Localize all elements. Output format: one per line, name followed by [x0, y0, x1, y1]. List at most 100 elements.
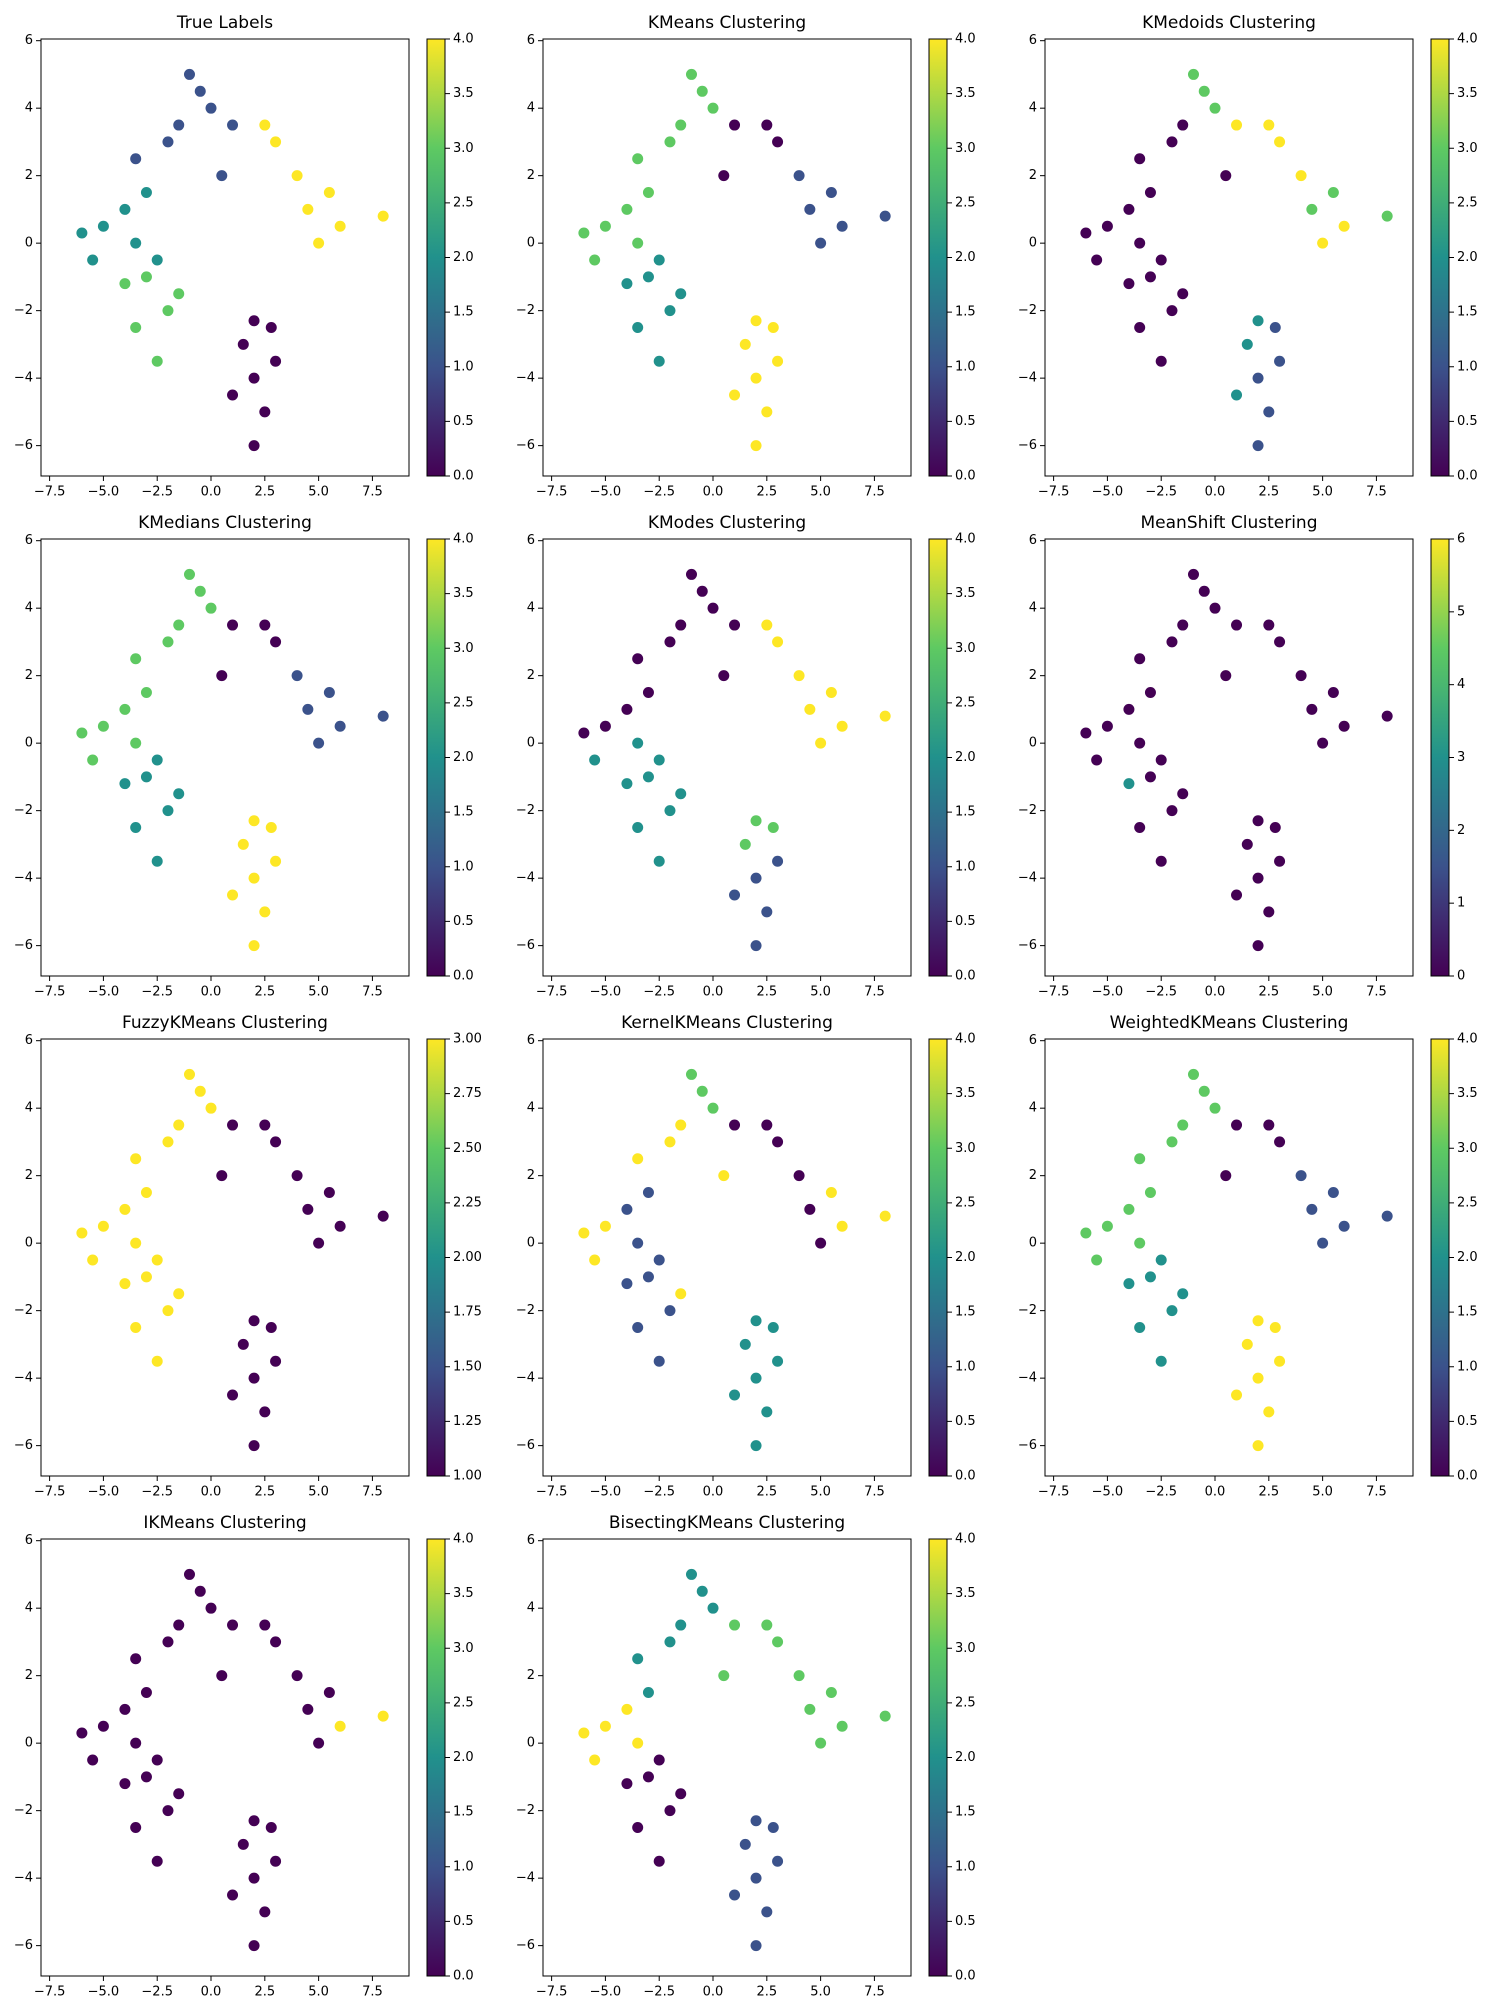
point [761, 1906, 773, 1918]
point [259, 1619, 271, 1631]
point [1220, 170, 1232, 182]
x-tick-label: −7.5 [1038, 1485, 1070, 1500]
y-tick-label: 0 [25, 1236, 33, 1251]
point [1381, 1210, 1393, 1222]
y-tick-label: 0 [1029, 236, 1037, 251]
point [632, 822, 644, 834]
x-tick-label: 7.5 [362, 485, 383, 500]
point [632, 653, 644, 665]
colorbar-tick-label: 1.5 [955, 1805, 976, 1820]
x-tick-label: 0.0 [1205, 1485, 1226, 1500]
x-tick-label: −5.0 [590, 485, 622, 500]
y-tick-label: 4 [1029, 101, 1037, 116]
y-tick-label: −2 [516, 1803, 535, 1818]
y-tick-label: −2 [14, 1803, 33, 1818]
point [578, 1227, 590, 1239]
point [729, 619, 741, 631]
point [675, 1288, 687, 1300]
point [1101, 720, 1113, 732]
point [1198, 585, 1210, 597]
x-tick-label: −7.5 [536, 1985, 568, 2000]
point [130, 237, 142, 249]
point [162, 1805, 174, 1817]
colorbar-tick-label: 3.0 [955, 1141, 976, 1156]
point [205, 102, 217, 114]
point [291, 170, 303, 182]
point [825, 1687, 837, 1699]
point [815, 1237, 827, 1249]
point [140, 1687, 152, 1699]
x-tick-label: 5.0 [810, 485, 831, 500]
y-tick-label: 0 [527, 236, 535, 251]
point [815, 237, 827, 249]
x-tick-label: −2.5 [141, 485, 173, 500]
x-tick-label: −2.5 [1145, 985, 1177, 1000]
point [1123, 203, 1135, 215]
point [216, 170, 228, 182]
colorbar-tick-label: 1.5 [1457, 1305, 1478, 1320]
point [119, 203, 131, 215]
point [1091, 754, 1103, 766]
point [1252, 315, 1264, 327]
colorbar-tick-label: 1.5 [1457, 305, 1478, 320]
point [140, 1187, 152, 1199]
point [621, 703, 633, 715]
colorbar-tick-label: 2.0 [453, 250, 474, 265]
point [1252, 1372, 1264, 1384]
colorbar-tick-label: 1.50 [453, 1359, 482, 1374]
point [632, 237, 644, 249]
point [750, 1440, 762, 1452]
point [879, 1710, 891, 1722]
point [227, 889, 239, 901]
point [162, 636, 174, 648]
point [825, 687, 837, 699]
point [767, 322, 779, 334]
point [173, 119, 185, 131]
plot-frame [40, 538, 410, 977]
x-tick-label: 5.0 [308, 985, 329, 1000]
point [761, 119, 773, 131]
colorbar-tick-label: 1.0 [453, 1859, 474, 1874]
colorbar-tick-label: 3.5 [1457, 86, 1478, 101]
point [87, 1254, 99, 1266]
y-tick-label: 4 [25, 101, 33, 116]
point [313, 737, 325, 749]
x-tick-label: 5.0 [308, 1485, 329, 1500]
y-tick-label: 4 [527, 1601, 535, 1616]
point [621, 1278, 633, 1290]
point [1155, 355, 1167, 367]
point [259, 906, 271, 918]
point [1317, 737, 1329, 749]
colorbar-tick-label: 0.0 [1457, 1469, 1478, 1484]
point [1231, 619, 1243, 631]
point [1263, 1406, 1275, 1418]
point [1274, 636, 1286, 648]
colorbar-tick-label: 2.5 [1457, 1195, 1478, 1210]
point [793, 1170, 805, 1182]
point [1381, 210, 1393, 222]
x-tick-label: 2.5 [1258, 985, 1279, 1000]
x-tick-label: −5.0 [88, 985, 120, 1000]
point [76, 727, 88, 739]
x-tick-label: −2.5 [1145, 1485, 1177, 1500]
point [87, 254, 99, 266]
colorbar-tick-label: 1.0 [1457, 359, 1478, 374]
point [1144, 187, 1156, 199]
y-tick-label: 2 [1029, 168, 1037, 183]
colorbar-tick-label: 2.0 [1457, 250, 1478, 265]
colorbar-tick-label: 0.5 [955, 1414, 976, 1429]
x-tick-label: −7.5 [34, 1485, 66, 1500]
point [642, 1187, 654, 1199]
point [1263, 1119, 1275, 1131]
colorbar-tick-label: 4.0 [1457, 1032, 1478, 1047]
point [227, 619, 239, 631]
point [151, 1355, 163, 1367]
point [750, 372, 762, 384]
colorbar-tick-label: 0.0 [955, 969, 976, 984]
y-tick-label: 0 [1029, 1236, 1037, 1251]
point [130, 737, 142, 749]
colorbar-tick-label: 4.0 [453, 32, 474, 47]
point [130, 1153, 142, 1165]
y-tick-label: −4 [516, 371, 535, 386]
x-tick-label: −7.5 [536, 1485, 568, 1500]
